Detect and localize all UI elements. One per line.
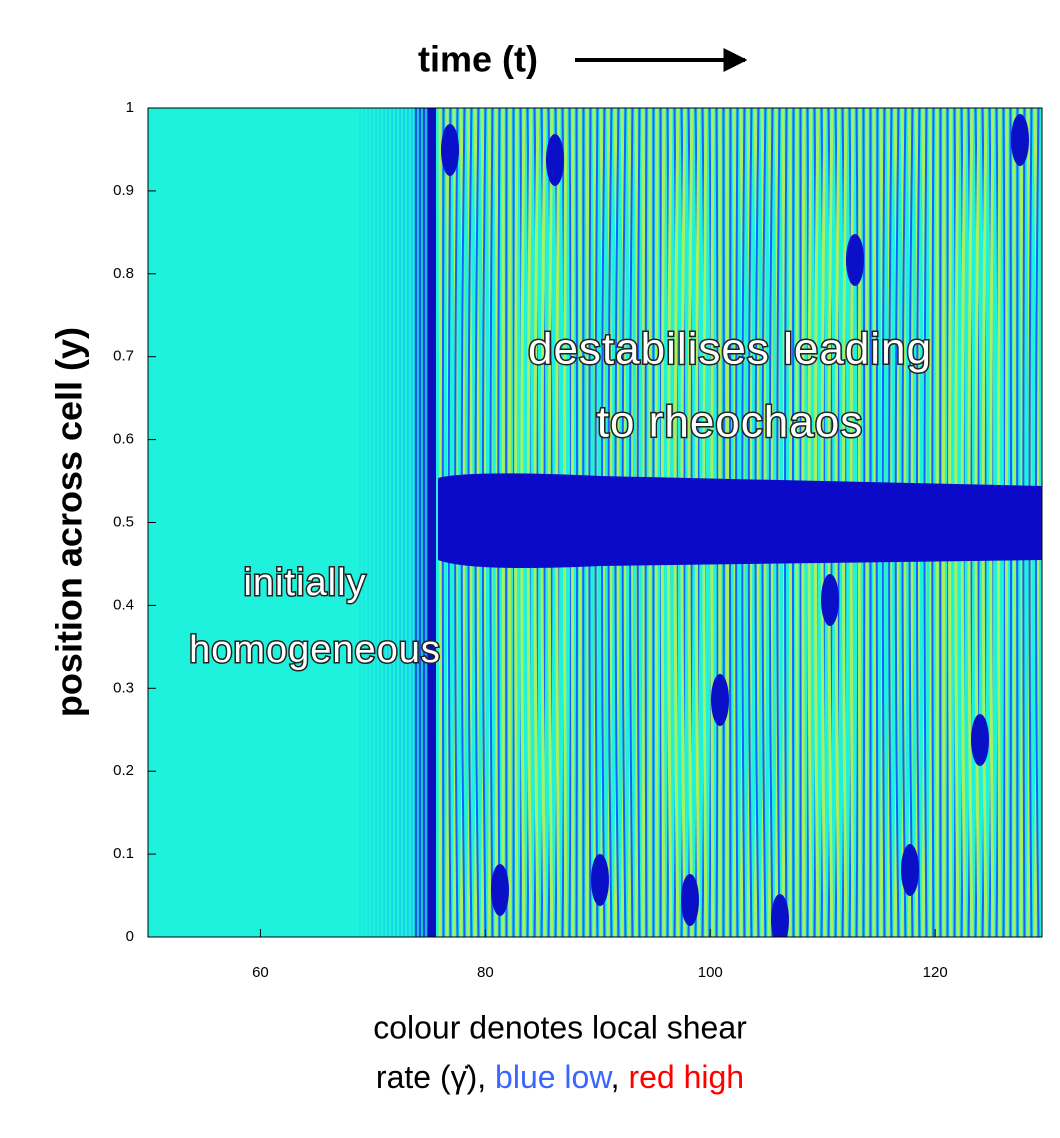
y-tick-label: 0.2 bbox=[113, 762, 134, 779]
texture bbox=[546, 134, 564, 186]
y-tick-label: 1 bbox=[126, 99, 134, 116]
y-tick-label: 0.3 bbox=[113, 679, 134, 696]
caption: colour denotes local shear bbox=[373, 1009, 747, 1045]
texture bbox=[846, 234, 864, 286]
texture bbox=[971, 714, 989, 766]
texture bbox=[771, 894, 789, 937]
x-tick-label: 120 bbox=[923, 964, 948, 981]
annotation: destabilises leading bbox=[528, 325, 932, 374]
y-tick-label: 0.5 bbox=[113, 513, 134, 530]
caption: rate (γ̇), blue low, red high bbox=[376, 1059, 744, 1095]
texture bbox=[711, 674, 729, 726]
texture bbox=[441, 124, 459, 176]
caption-red: red high bbox=[628, 1059, 744, 1095]
y-tick-label: 0.8 bbox=[113, 265, 134, 282]
annotation: initially bbox=[243, 562, 366, 604]
texture bbox=[428, 108, 436, 937]
y-axis-label: position across cell (y) bbox=[49, 327, 90, 717]
texture bbox=[591, 854, 609, 906]
x-tick-label: 80 bbox=[477, 964, 494, 981]
y-tick-label: 0.7 bbox=[113, 348, 134, 365]
y-tick-label: 0.6 bbox=[113, 431, 134, 448]
texture bbox=[438, 473, 1042, 568]
y-tick-label: 0.4 bbox=[113, 596, 134, 613]
y-tick-label: 0 bbox=[126, 928, 134, 945]
chart-title: time (t) bbox=[418, 39, 538, 80]
y-tick-label: 0.9 bbox=[113, 182, 134, 199]
texture bbox=[821, 574, 839, 626]
caption-blue: blue low bbox=[495, 1059, 613, 1095]
texture bbox=[901, 844, 919, 896]
texture bbox=[491, 864, 509, 916]
annotation: to rheochaos bbox=[597, 398, 863, 447]
texture bbox=[1011, 114, 1029, 166]
x-tick-label: 60 bbox=[252, 964, 269, 981]
caption-part: rate (γ̇), bbox=[376, 1059, 495, 1095]
x-tick-label: 100 bbox=[698, 964, 723, 981]
y-tick-label: 0.1 bbox=[113, 845, 134, 862]
texture bbox=[681, 874, 699, 926]
heatmap bbox=[148, 108, 1042, 937]
annotation: homogeneous bbox=[189, 629, 441, 671]
caption-part: , bbox=[611, 1059, 629, 1095]
